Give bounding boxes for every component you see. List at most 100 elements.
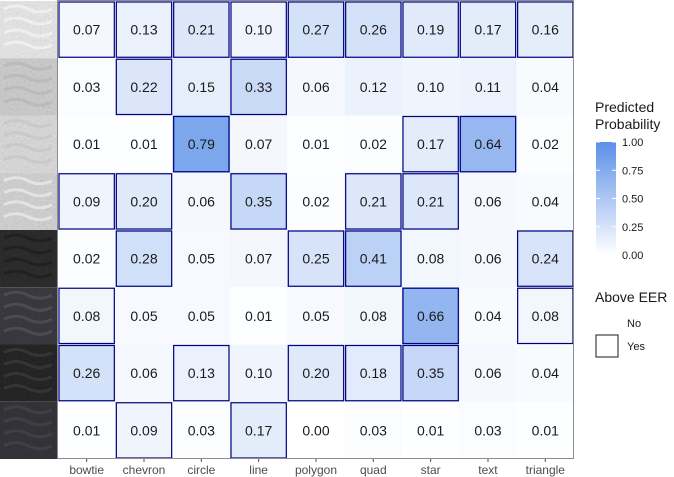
heatmap-cell: 0.16 — [516, 1, 574, 59]
cell-fill — [287, 58, 345, 116]
heatmap-cell: 0.20 — [287, 344, 345, 402]
cell-value-label: 0.20 — [302, 365, 329, 381]
cell-fill — [401, 287, 460, 345]
heatmap-cell: 0.12 — [344, 58, 402, 116]
cell-value-label: 0.06 — [130, 365, 157, 381]
cell-fill — [229, 58, 288, 116]
cell-value-label: 0.64 — [474, 136, 501, 152]
cell-value-label: 0.17 — [417, 136, 444, 152]
heatmap-cell: 0.20 — [115, 172, 173, 230]
cell-value-label: 0.16 — [532, 22, 559, 38]
heatmap-cell: 0.79 — [172, 115, 230, 173]
cell-fill — [229, 1, 288, 59]
cell-fill — [344, 287, 402, 345]
cell-value-label: 0.05 — [130, 308, 157, 324]
above-eer-outline — [58, 344, 115, 402]
cell-value-label: 0.06 — [474, 251, 501, 267]
cell-fill — [287, 115, 345, 173]
cell-fill — [58, 1, 116, 59]
legend-title-line-1: Predicted — [595, 99, 654, 115]
above-eer-outline — [459, 1, 517, 58]
x-tick-label: star — [421, 463, 441, 477]
heatmap-cell: 0.08 — [58, 287, 116, 345]
cell-value-label: 0.41 — [360, 251, 387, 267]
footwear-print-8 — [0, 401, 57, 459]
above-eer-outline — [115, 173, 173, 230]
cell-value-label: 0.06 — [188, 193, 215, 209]
cell-fill — [459, 401, 517, 459]
heatmap-cell: 0.21 — [344, 172, 402, 230]
cell-fill — [172, 58, 230, 116]
cell-fill — [115, 401, 173, 459]
heatmap-cell: 0.03 — [172, 401, 230, 459]
cell-fill — [229, 344, 288, 402]
footwear-print-3 — [0, 115, 57, 173]
cell-value-label: 0.26 — [360, 22, 387, 38]
heatmap-cell: 0.10 — [229, 1, 288, 59]
above-eer-outline — [230, 1, 287, 58]
above-eer-outline — [345, 1, 402, 58]
footwear-print-5 — [0, 230, 57, 288]
above-eer-outline — [517, 287, 574, 345]
heatmap-cell: 0.04 — [516, 58, 574, 116]
above-eer-outline — [345, 230, 402, 287]
heatmap-cell: 0.01 — [229, 287, 288, 345]
cell-value-label: 0.03 — [73, 79, 100, 95]
above-eer-outline — [402, 344, 459, 402]
heatmap-cell: 0.03 — [58, 58, 116, 116]
cell-fill — [287, 172, 345, 230]
cell-value-label: 0.09 — [73, 193, 100, 209]
heatmap-cell: 0.17 — [401, 115, 460, 173]
cell-value-label: 0.07 — [245, 251, 272, 267]
cell-value-label: 0.20 — [130, 193, 157, 209]
x-tick-label: polygon — [295, 463, 337, 477]
heatmap-cell: 0.11 — [459, 58, 517, 116]
cell-fill — [287, 1, 345, 59]
colorbar-tick-label: 0.00 — [622, 250, 643, 262]
heatmap-cell: 0.02 — [344, 115, 402, 173]
cell-fill — [58, 172, 116, 230]
cell-value-label: 0.06 — [474, 365, 501, 381]
heatmap-cell: 0.05 — [172, 230, 230, 288]
above-eer-outline — [402, 287, 459, 345]
cell-fill — [58, 115, 116, 173]
heatmap-cell: 0.10 — [401, 58, 460, 116]
cell-fill — [459, 230, 517, 288]
heatmap-cell: 0.21 — [172, 1, 230, 59]
cell-value-label: 0.01 — [417, 422, 444, 438]
cell-fill — [115, 115, 173, 173]
cell-fill — [172, 230, 230, 288]
cell-fill — [516, 58, 574, 116]
cell-value-label: 0.21 — [417, 193, 444, 209]
panel-border — [57, 0, 574, 459]
cell-value-label: 0.10 — [245, 22, 272, 38]
colorbar-tick-label: 0.75 — [622, 165, 643, 177]
cell-value-label: 0.05 — [188, 251, 215, 267]
cell-fill — [344, 230, 402, 288]
cell-fill — [516, 1, 574, 59]
heatmap-cell: 0.06 — [459, 230, 517, 288]
heatmap-cell: 0.07 — [229, 230, 288, 288]
cell-fill — [401, 344, 460, 402]
cell-value-label: 0.27 — [302, 22, 329, 38]
cell-fill — [401, 172, 460, 230]
above-eer-outline — [173, 115, 230, 173]
heatmap-cell: 0.06 — [459, 344, 517, 402]
cell-value-label: 0.06 — [474, 193, 501, 209]
cell-fill — [172, 401, 230, 459]
heatmap-cell: 0.00 — [287, 401, 345, 459]
above-eer-outline — [287, 344, 345, 402]
legend-predicted-probability: Predicted Probability 1.00 0.75 0.50 0.25 0.… — [595, 99, 660, 262]
cell-value-label: 0.17 — [474, 22, 501, 38]
cell-value-label: 0.03 — [188, 422, 215, 438]
cell-value-label: 0.12 — [360, 79, 387, 95]
heatmap-cell: 0.24 — [516, 230, 574, 288]
above-eer-outline — [345, 173, 402, 230]
heatmap-cell: 0.04 — [516, 344, 574, 402]
cell-fill — [459, 1, 517, 59]
heatmap-cell: 0.09 — [115, 401, 173, 459]
cell-value-label: 0.08 — [532, 308, 559, 324]
cell-value-label: 0.35 — [417, 365, 444, 381]
cell-fill — [344, 344, 402, 402]
legend-above-eer: Above EER No Yes — [595, 289, 667, 358]
